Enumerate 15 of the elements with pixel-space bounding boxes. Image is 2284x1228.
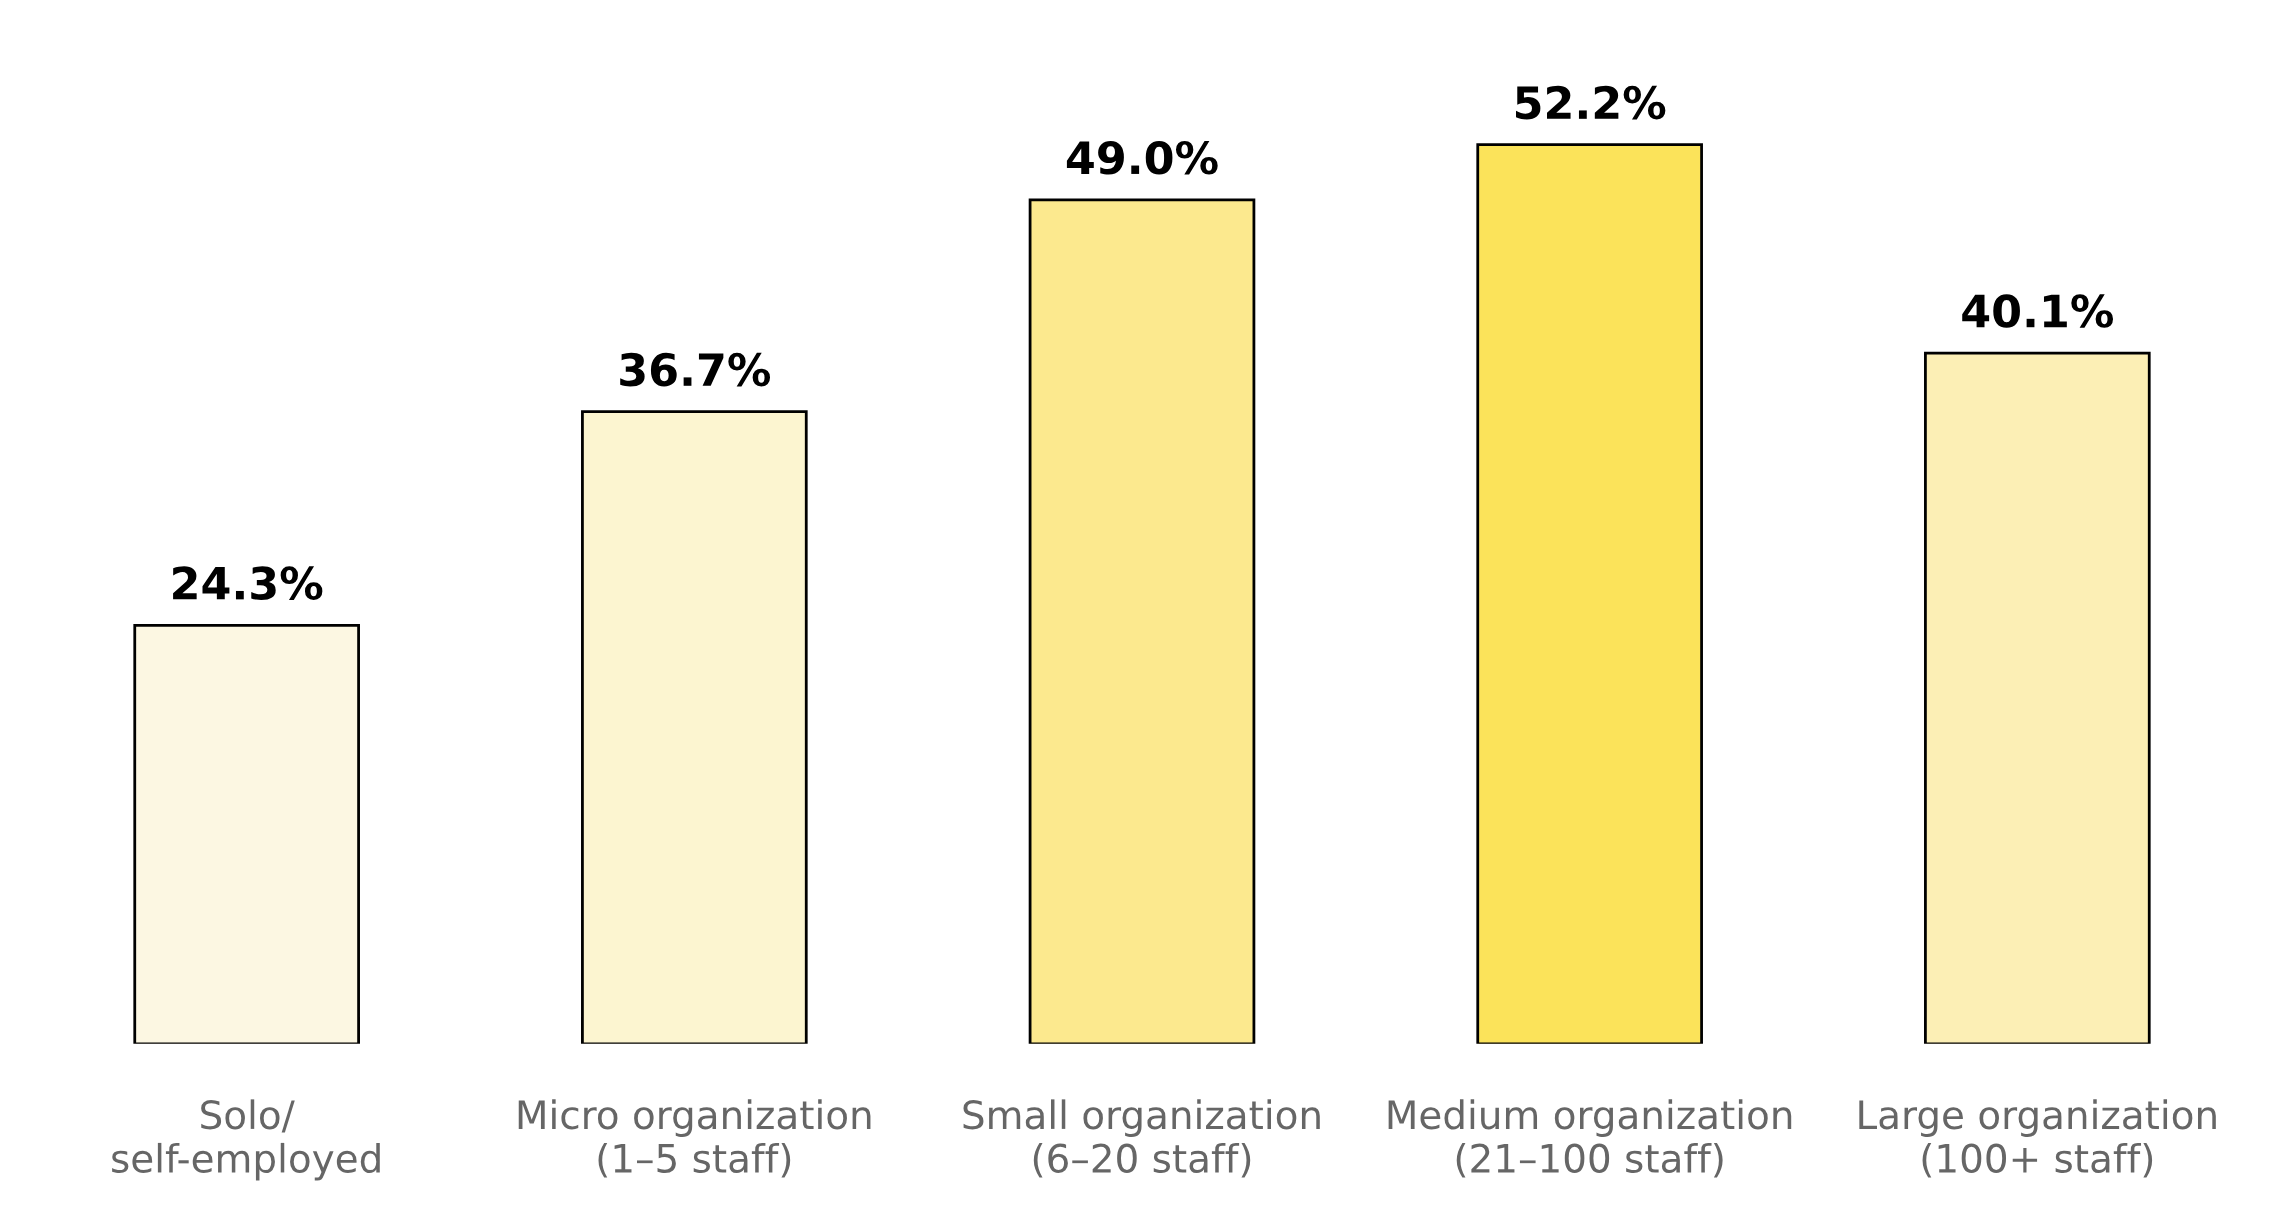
data-label: 36.7%: [620, 352, 771, 387]
data-label: 52.2%: [1516, 85, 1666, 120]
x-tick-label: Medium organization (21–100 staff): [1388, 1099, 1792, 1178]
x-tick-label: Solo/ self-employed: [112, 1099, 380, 1181]
data-label: 24.3%: [173, 566, 323, 600]
bar: [1924, 351, 2151, 1044]
bar: [1476, 143, 1703, 1044]
x-tick-label: Small organization (6–20 staff): [963, 1099, 1320, 1178]
data-label: 40.1%: [1962, 294, 2114, 328]
bar: [581, 410, 808, 1044]
x-tick-label: Large organization (100+ staff): [1859, 1099, 2216, 1178]
data-label: 49.0%: [1066, 140, 1218, 175]
bar: [1028, 198, 1256, 1044]
bar: [133, 623, 360, 1044]
x-tick-label: Micro organization (1–5 staff): [518, 1099, 871, 1178]
